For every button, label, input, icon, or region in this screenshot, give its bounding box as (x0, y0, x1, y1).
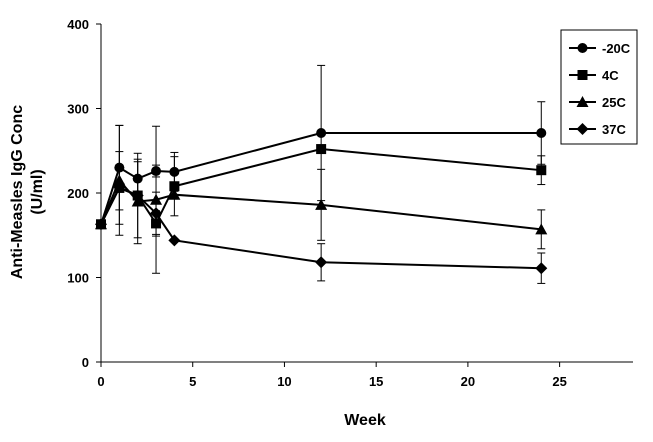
data-point-37c (535, 262, 548, 275)
data-point-37c (150, 207, 163, 220)
data-point-25c (168, 188, 181, 200)
data-point-25c (535, 223, 548, 235)
data-point-20c (132, 173, 143, 184)
data-point-25c (113, 174, 126, 186)
data-point-25c (150, 193, 163, 205)
data-point-20c (114, 162, 125, 173)
errorbar-layer (115, 64, 546, 284)
x-tick-label: 20 (461, 374, 475, 389)
axes-layer: 0 100 200 300 400 0 5 10 15 20 25 (67, 17, 633, 389)
data-point-4c (169, 181, 180, 192)
legend-marker-25c (576, 96, 589, 107)
legend-label-25c: 25C (602, 95, 626, 110)
x-axis-title: Week (344, 412, 386, 429)
x-tick-label: 15 (369, 374, 383, 389)
y-tick-label: 300 (67, 102, 89, 117)
y-tick-label: 200 (67, 186, 89, 201)
data-point-20c (169, 166, 180, 177)
data-point-37c (315, 256, 328, 269)
data-point-37c (95, 218, 107, 231)
y-tick-label: 0 (82, 355, 89, 370)
x-tick-label: 0 (97, 374, 104, 389)
series-layer (95, 128, 548, 275)
y-tick-label: 100 (67, 271, 89, 286)
y-axis-title-line1: Anti-Measles IgG Conc (9, 105, 26, 279)
y-axis-title-line2: (U/ml) (29, 169, 46, 214)
x-tick-label: 10 (277, 374, 291, 389)
x-tick-label: 25 (552, 374, 566, 389)
data-point-20c (316, 128, 327, 139)
data-point-37c (168, 234, 181, 247)
data-point-25c (315, 198, 328, 210)
legend-label-4c: 4C (602, 68, 619, 83)
data-point-4c (536, 165, 547, 176)
data-point-20c (536, 128, 547, 139)
data-point-4c (316, 144, 327, 155)
legend-label-37c: 37C (602, 122, 626, 137)
legend-marker-4c (577, 70, 588, 80)
x-tick-label: 5 (189, 374, 196, 389)
data-point-4c (151, 218, 162, 229)
legend-label-20c: -20C (602, 41, 631, 56)
y-tick-label: 400 (67, 17, 89, 32)
data-point-37c (131, 189, 144, 202)
legend-marker-37c (576, 123, 589, 135)
data-point-37c (113, 181, 126, 194)
legend: -20C 4C 25C 37C (560, 29, 638, 145)
legend-marker-20c (577, 43, 588, 53)
data-point-20c (151, 166, 162, 177)
